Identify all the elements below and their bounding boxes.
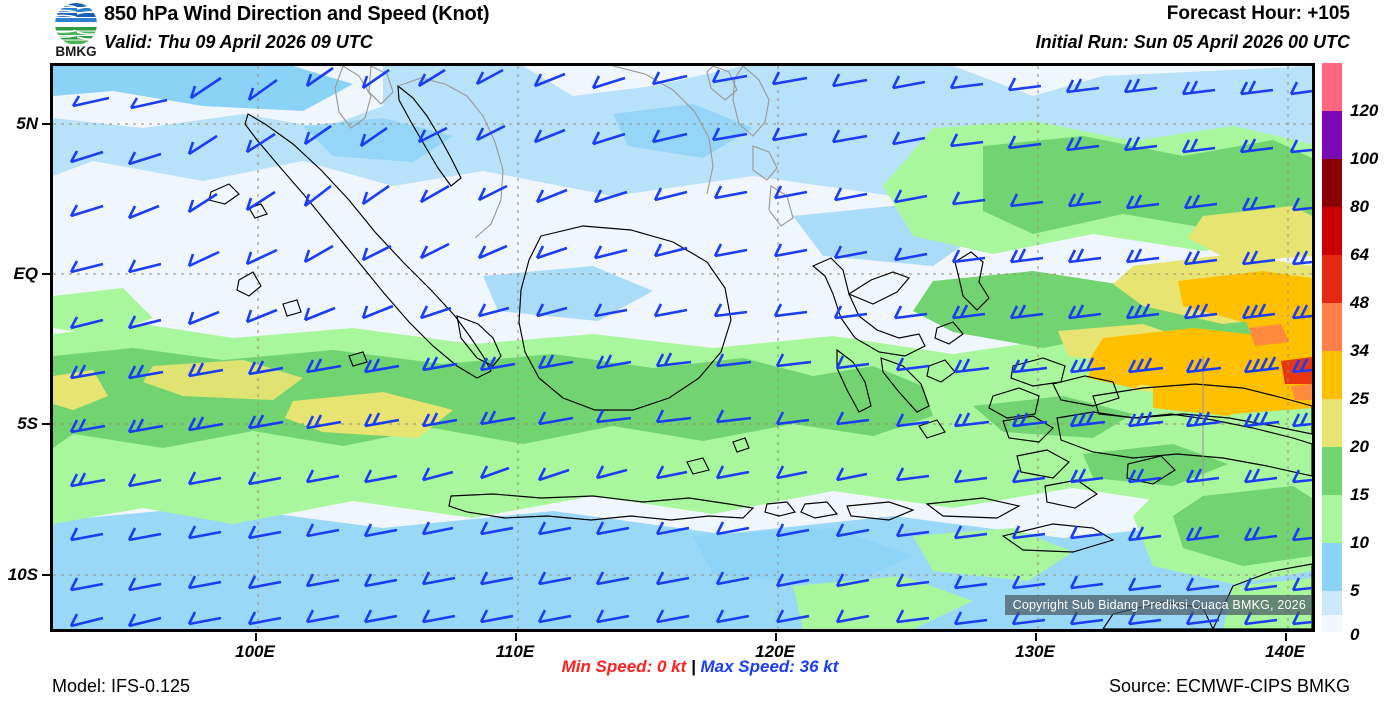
page-header: BMKG 850 hPa Wind Direction and Speed (K…: [0, 0, 1400, 60]
x-axis-label-3: 130E: [1015, 642, 1055, 661]
y-axis-label-1: EQ: [13, 264, 38, 283]
cbar-seg-48-64: [1322, 255, 1342, 303]
map-gridlines: [53, 66, 1312, 629]
y-axis-label-2: 5S: [17, 414, 38, 433]
page-title: 850 hPa Wind Direction and Speed (Knot): [104, 3, 490, 25]
min-max-speed-line: Min Speed: 0 kt | Max Speed: 36 kt: [562, 657, 839, 677]
cbar-seg-120plus: [1322, 63, 1342, 111]
cbar-label-20: 20: [1350, 437, 1369, 456]
cbar-label-0: 0: [1350, 625, 1360, 644]
weather-map[interactable]: .f0{fill:#f0f6fd}.f5{fill:#cbe9fa}.f10{f…: [50, 63, 1315, 632]
cbar-seg-80-100: [1322, 159, 1342, 207]
wind-barbs: [69, 66, 1312, 628]
y-axis-label-3: 10S: [7, 565, 38, 584]
forecast-hour-label: Forecast Hour: +105: [1166, 3, 1350, 24]
speed-colorbar: [1322, 63, 1342, 632]
x-tick-100e: [255, 633, 257, 641]
cbar-label-5: 5: [1350, 581, 1360, 600]
x-tick-140e: [1285, 633, 1287, 641]
cbar-label-48: 48: [1350, 293, 1369, 312]
x-tick-120e: [775, 633, 777, 641]
y-tick-5s: [42, 423, 50, 425]
cbar-label-80: 80: [1350, 197, 1369, 216]
max-speed-label: Max Speed: 36 kt: [700, 657, 839, 676]
y-axis-label-0: 5N: [16, 114, 38, 133]
cbar-seg-64-80: [1322, 207, 1342, 255]
bmkg-logo: BMKG: [47, 2, 105, 58]
x-axis-label-4: 140E: [1265, 642, 1305, 661]
initial-run-label: Initial Run: Sun 05 April 2026 00 UTC: [1035, 32, 1350, 52]
source-label: Source: ECMWF-CIPS BMKG: [1108, 676, 1350, 696]
x-axis-label-0: 100E: [235, 642, 275, 661]
y-tick-5n: [42, 123, 50, 125]
x-axis-label-1: 110E: [495, 642, 535, 661]
cbar-seg-25-34: [1322, 351, 1342, 399]
cbar-seg-34-48: [1322, 303, 1342, 351]
copyright-watermark: Copyright Sub Bidang Prediksi Cuaca BMKG…: [1004, 595, 1312, 615]
x-axis-label-2: 120E: [755, 642, 795, 661]
min-speed-label: Min Speed: 0 kt: [561, 657, 687, 676]
cbar-label-25: 25: [1350, 389, 1369, 408]
cbar-seg-20-25: [1322, 399, 1342, 447]
cbar-label-120: 120: [1350, 101, 1379, 120]
cbar-seg-below-0: [1322, 615, 1342, 632]
x-tick-130e: [1035, 633, 1037, 641]
bmkg-logo-text: BMKG: [55, 44, 96, 58]
valid-time-label: Valid: Thu 09 April 2026 09 UTC: [104, 32, 373, 52]
cbar-label-64: 64: [1350, 245, 1369, 264]
cbar-label-34: 34: [1350, 341, 1369, 360]
y-tick-10s: [42, 574, 50, 576]
map-canvas: .f0{fill:#f0f6fd}.f5{fill:#cbe9fa}.f10{f…: [53, 66, 1312, 629]
model-label: Model: IFS-0.125: [52, 676, 191, 696]
minmax-separator: |: [690, 657, 696, 676]
y-tick-eq: [42, 273, 50, 275]
cbar-seg-0-5: [1322, 591, 1342, 615]
cbar-label-15: 15: [1350, 485, 1369, 504]
cbar-seg-15-20: [1322, 447, 1342, 495]
cbar-seg-5-10: [1322, 543, 1342, 591]
cbar-label-10: 10: [1350, 533, 1369, 552]
cbar-label-100: 100: [1350, 149, 1379, 168]
cbar-seg-100-120: [1322, 111, 1342, 159]
cbar-seg-10-15: [1322, 495, 1342, 543]
x-tick-110e: [515, 633, 517, 641]
